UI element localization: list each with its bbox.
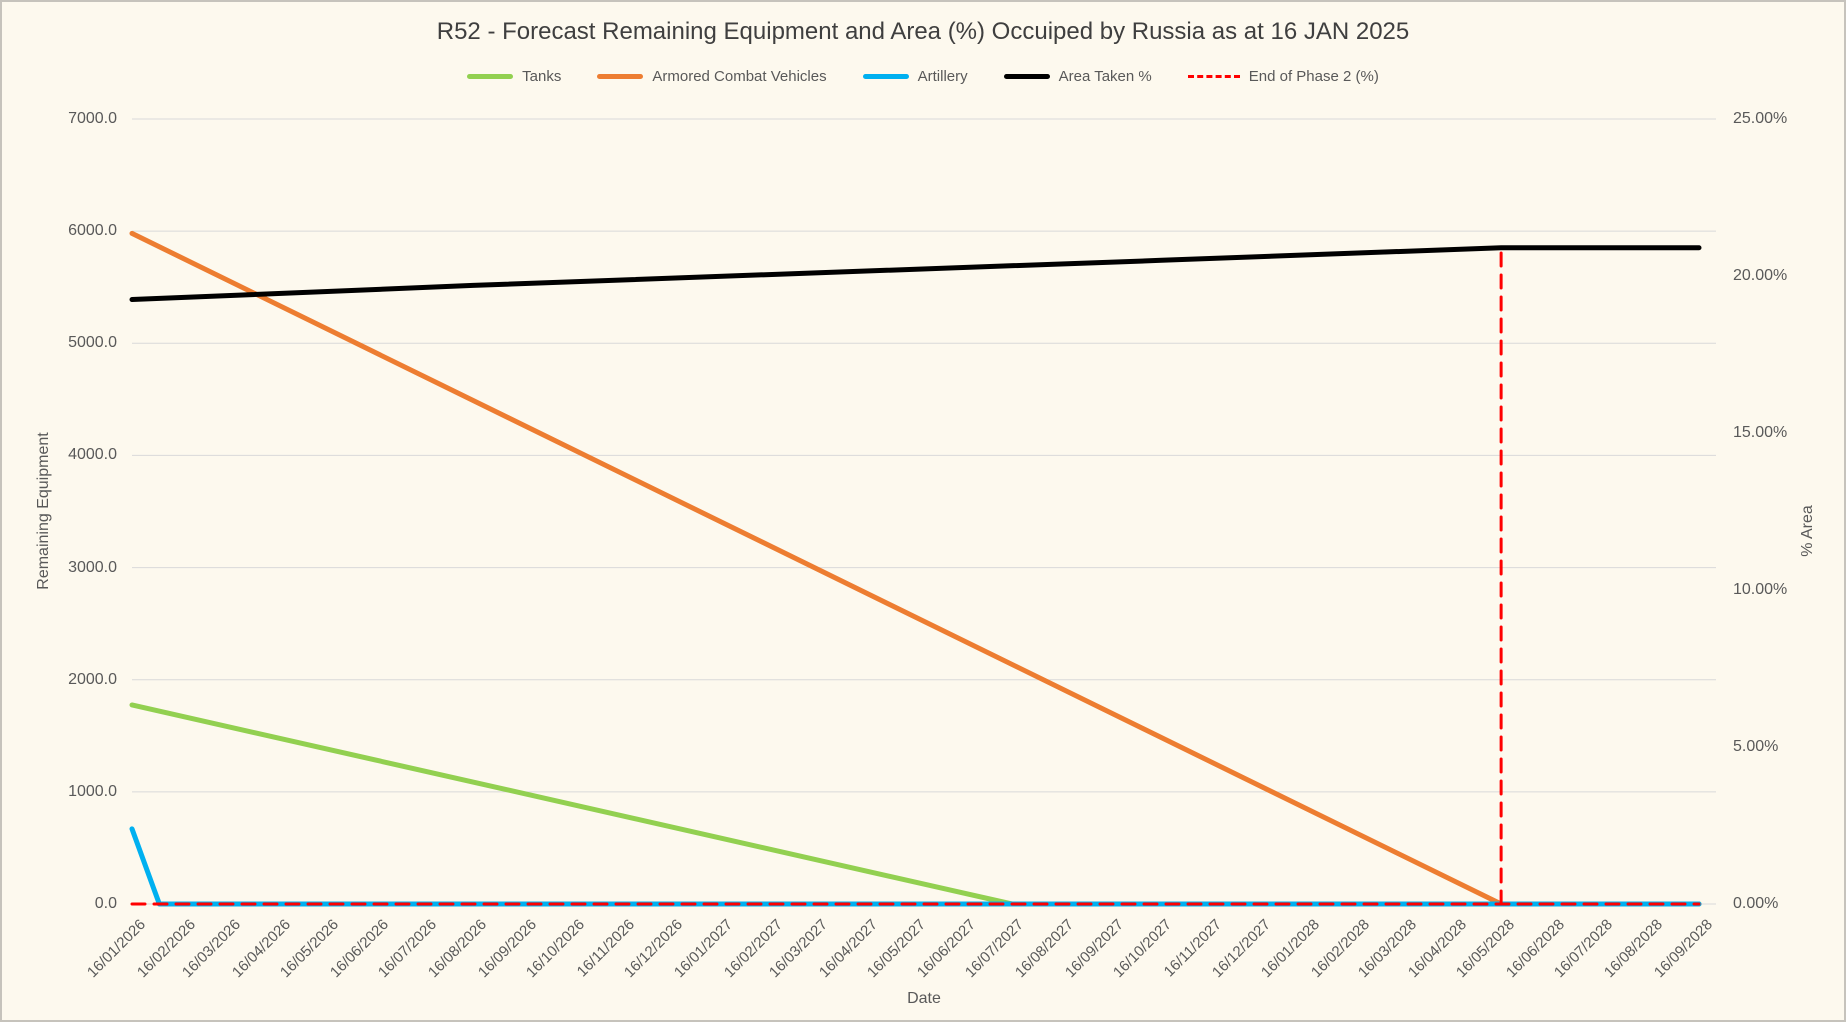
right-axis-tick-label: 5.00% <box>1733 738 1779 755</box>
left-axis-tick-label: 4000.0 <box>68 446 117 464</box>
left-axis-tick-label: 0.0 <box>94 895 117 912</box>
right-axis-tick-label: 20.00% <box>1733 267 1788 284</box>
x-axis-title: Date <box>907 990 941 1007</box>
legend-swatch-armored-combat-vehicles <box>597 74 644 79</box>
series-line-artillery <box>129 826 1702 907</box>
legend-swatch-area-taken <box>1003 74 1050 79</box>
right-axis-tick-label: 25.00% <box>1733 110 1788 127</box>
series-line-armored-combat-vehicles <box>129 230 1702 907</box>
legend-label: Artillery <box>917 68 968 85</box>
legend-swatch-artillery <box>862 74 909 79</box>
left-axis-tick-label: 5000.0 <box>68 334 117 352</box>
legend-swatch-end-of-phase-2 <box>1187 75 1240 78</box>
legend-label: Tanks <box>522 68 562 85</box>
legend-item-armored-combat-vehicles: Armored Combat Vehicles <box>597 68 827 85</box>
legend-item-end-of-phase-2: End of Phase 2 (%) <box>1187 68 1379 85</box>
left-axis-tick-label: 1000.0 <box>68 782 117 800</box>
legend-swatch-tanks <box>467 74 514 79</box>
left-axis-tick-label: 2000.0 <box>68 670 117 688</box>
right-axis-tick-label: 15.00% <box>1733 424 1788 441</box>
left-axis-tick-label: 7000.0 <box>68 110 117 127</box>
right-axis-tick-label: 10.00% <box>1733 581 1788 598</box>
series-line-area-taken <box>129 245 1702 303</box>
legend-item-area-taken: Area Taken % <box>1003 68 1152 85</box>
left-axis-tick-label: 6000.0 <box>68 222 117 240</box>
legend-label: Area Taken % <box>1058 68 1152 85</box>
series-line-tanks <box>129 702 1702 907</box>
legend-label: End of Phase 2 (%) <box>1248 68 1379 85</box>
legend-item-artillery: Artillery <box>862 68 968 85</box>
right-axis-tick-label: 0.00% <box>1733 895 1779 912</box>
right-axis-title: % Area <box>1799 505 1816 557</box>
chart-legend: Tanks Armored Combat Vehicles Artillery Are… <box>2 68 1844 85</box>
chart-title: R52 - Forecast Remaining Equipment and A… <box>436 18 1410 45</box>
left-axis-title: Remaining Equipment <box>35 432 52 590</box>
legend-label: Armored Combat Vehicles <box>652 68 827 85</box>
legend-item-tanks: Tanks <box>467 68 561 85</box>
left-axis-tick-label: 3000.0 <box>68 558 117 576</box>
